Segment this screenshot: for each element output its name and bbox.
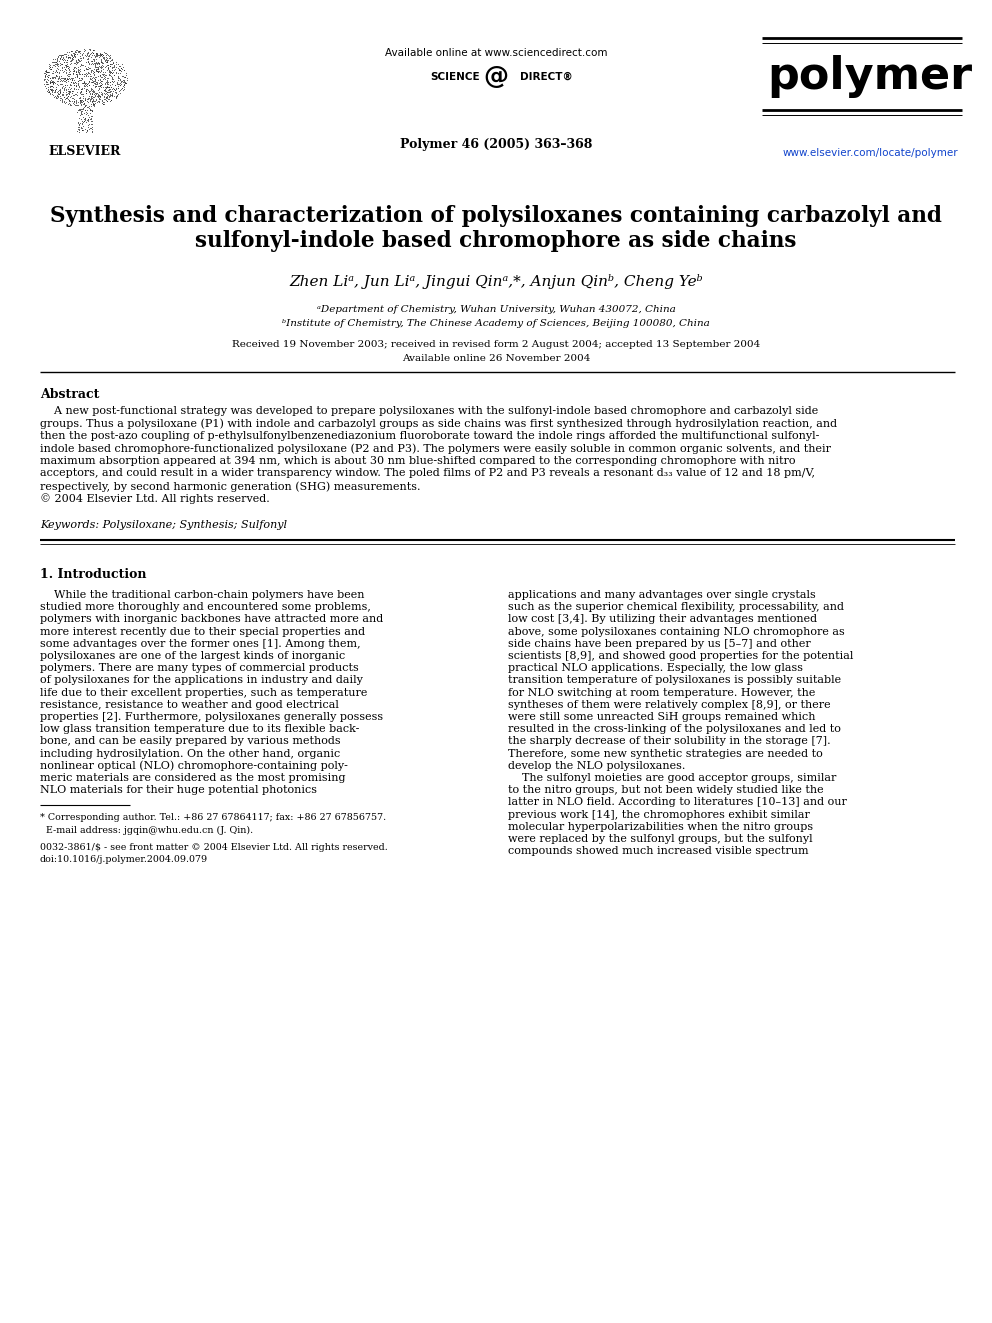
Text: SCIENCE: SCIENCE	[430, 71, 479, 82]
Text: life due to their excellent properties, such as temperature: life due to their excellent properties, …	[40, 688, 367, 697]
Text: Available online at www.sciencedirect.com: Available online at www.sciencedirect.co…	[385, 48, 607, 58]
Text: polymers. There are many types of commercial products: polymers. There are many types of commer…	[40, 663, 359, 673]
Text: studied more thoroughly and encountered some problems,: studied more thoroughly and encountered …	[40, 602, 371, 613]
Text: syntheses of them were relatively complex [8,9], or there: syntheses of them were relatively comple…	[508, 700, 830, 710]
Text: for NLO switching at room temperature. However, the: for NLO switching at room temperature. H…	[508, 688, 815, 697]
Text: resulted in the cross-linking of the polysiloxanes and led to: resulted in the cross-linking of the pol…	[508, 724, 841, 734]
Text: maximum absorption appeared at 394 nm, which is about 30 nm blue-shifted compare: maximum absorption appeared at 394 nm, w…	[40, 456, 796, 466]
Text: molecular hyperpolarizabilities when the nitro groups: molecular hyperpolarizabilities when the…	[508, 822, 813, 832]
Text: sulfonyl-indole based chromophore as side chains: sulfonyl-indole based chromophore as sid…	[195, 230, 797, 251]
Text: While the traditional carbon-chain polymers have been: While the traditional carbon-chain polym…	[40, 590, 364, 601]
Text: acceptors, and could result in a wider transparency window. The poled films of P: acceptors, and could result in a wider t…	[40, 468, 815, 479]
Text: nonlinear optical (NLO) chromophore-containing poly-: nonlinear optical (NLO) chromophore-cont…	[40, 761, 348, 771]
Text: doi:10.1016/j.polymer.2004.09.079: doi:10.1016/j.polymer.2004.09.079	[40, 856, 208, 864]
Text: more interest recently due to their special properties and: more interest recently due to their spec…	[40, 627, 365, 636]
Text: polymers with inorganic backbones have attracted more and: polymers with inorganic backbones have a…	[40, 614, 383, 624]
Text: Available online 26 November 2004: Available online 26 November 2004	[402, 355, 590, 363]
Text: applications and many advantages over single crystals: applications and many advantages over si…	[508, 590, 815, 601]
Text: Zhen Liᵃ, Jun Liᵃ, Jingui Qinᵃ,*, Anjun Qinᵇ, Cheng Yeᵇ: Zhen Liᵃ, Jun Liᵃ, Jingui Qinᵃ,*, Anjun …	[289, 274, 703, 288]
Text: such as the superior chemical flexibility, processability, and: such as the superior chemical flexibilit…	[508, 602, 844, 613]
Text: groups. Thus a polysiloxane (P1) with indole and carbazolyl groups as side chain: groups. Thus a polysiloxane (P1) with in…	[40, 418, 837, 429]
Text: 0032-3861/$ - see front matter © 2004 Elsevier Ltd. All rights reserved.: 0032-3861/$ - see front matter © 2004 El…	[40, 843, 388, 852]
Text: indole based chromophore-functionalized polysiloxane (P2 and P3). The polymers w: indole based chromophore-functionalized …	[40, 443, 831, 454]
Text: Keywords: Polysiloxane; Synthesis; Sulfonyl: Keywords: Polysiloxane; Synthesis; Sulfo…	[40, 520, 287, 531]
Text: compounds showed much increased visible spectrum: compounds showed much increased visible …	[508, 847, 808, 856]
Text: ᵇInstitute of Chemistry, The Chinese Academy of Sciences, Beijing 100080, China: ᵇInstitute of Chemistry, The Chinese Aca…	[282, 319, 710, 328]
Text: to the nitro groups, but not been widely studied like the: to the nitro groups, but not been widely…	[508, 785, 823, 795]
Text: ᵃDepartment of Chemistry, Wuhan University, Wuhan 430072, China: ᵃDepartment of Chemistry, Wuhan Universi…	[316, 306, 676, 314]
Bar	[38, 64, 133, 155]
Text: E-mail address: jgqin@whu.edu.cn (J. Qin).: E-mail address: jgqin@whu.edu.cn (J. Qin…	[40, 826, 253, 835]
Text: @: @	[483, 65, 509, 89]
Text: Synthesis and characterization of polysiloxanes containing carbazolyl and: Synthesis and characterization of polysi…	[50, 205, 942, 228]
Text: transition temperature of polysiloxanes is possibly suitable: transition temperature of polysiloxanes …	[508, 676, 841, 685]
Text: bone, and can be easily prepared by various methods: bone, and can be easily prepared by vari…	[40, 737, 340, 746]
Text: the sharply decrease of their solubility in the storage [7].: the sharply decrease of their solubility…	[508, 737, 830, 746]
Text: above, some polysiloxanes containing NLO chromophore as: above, some polysiloxanes containing NLO…	[508, 627, 845, 636]
Text: properties [2]. Furthermore, polysiloxanes generally possess: properties [2]. Furthermore, polysiloxan…	[40, 712, 383, 722]
Text: Received 19 November 2003; received in revised form 2 August 2004; accepted 13 S: Received 19 November 2003; received in r…	[232, 340, 760, 349]
Text: polysiloxanes are one of the largest kinds of inorganic: polysiloxanes are one of the largest kin…	[40, 651, 345, 662]
Text: including hydrosilylation. On the other hand, organic: including hydrosilylation. On the other …	[40, 749, 340, 758]
Text: Polymer 46 (2005) 363–368: Polymer 46 (2005) 363–368	[400, 138, 592, 151]
Text: scientists [8,9], and showed good properties for the potential: scientists [8,9], and showed good proper…	[508, 651, 853, 662]
Text: polymer: polymer	[768, 56, 972, 98]
Text: develop the NLO polysiloxanes.: develop the NLO polysiloxanes.	[508, 761, 685, 771]
Text: © 2004 Elsevier Ltd. All rights reserved.: © 2004 Elsevier Ltd. All rights reserved…	[40, 493, 270, 504]
Text: were replaced by the sulfonyl groups, but the sulfonyl: were replaced by the sulfonyl groups, bu…	[508, 833, 812, 844]
Text: 1. Introduction: 1. Introduction	[40, 568, 147, 581]
Text: DIRECT®: DIRECT®	[520, 71, 572, 82]
Text: practical NLO applications. Especially, the low glass: practical NLO applications. Especially, …	[508, 663, 803, 673]
Text: Therefore, some new synthetic strategies are needed to: Therefore, some new synthetic strategies…	[508, 749, 822, 758]
Text: some advantages over the former ones [1]. Among them,: some advantages over the former ones [1]…	[40, 639, 361, 648]
Text: Abstract: Abstract	[40, 388, 99, 401]
Text: NLO materials for their huge potential photonics: NLO materials for their huge potential p…	[40, 785, 317, 795]
Text: low glass transition temperature due to its flexible back-: low glass transition temperature due to …	[40, 724, 359, 734]
Text: of polysiloxanes for the applications in industry and daily: of polysiloxanes for the applications in…	[40, 676, 363, 685]
Text: were still some unreacted SiH groups remained which: were still some unreacted SiH groups rem…	[508, 712, 815, 722]
Text: ELSEVIER: ELSEVIER	[49, 146, 121, 157]
Text: respectively, by second harmonic generation (SHG) measurements.: respectively, by second harmonic generat…	[40, 482, 421, 492]
Text: The sulfonyl moieties are good acceptor groups, similar: The sulfonyl moieties are good acceptor …	[508, 773, 836, 783]
Text: latter in NLO field. According to literatures [10–13] and our: latter in NLO field. According to litera…	[508, 798, 847, 807]
Text: meric materials are considered as the most promising: meric materials are considered as the mo…	[40, 773, 345, 783]
Text: * Corresponding author. Tel.: +86 27 67864117; fax: +86 27 67856757.: * Corresponding author. Tel.: +86 27 678…	[40, 814, 386, 823]
Text: resistance, resistance to weather and good electrical: resistance, resistance to weather and go…	[40, 700, 339, 710]
Text: side chains have been prepared by us [5–7] and other: side chains have been prepared by us [5–…	[508, 639, 810, 648]
Text: www.elsevier.com/locate/polymer: www.elsevier.com/locate/polymer	[782, 148, 958, 157]
Text: A new post-functional strategy was developed to prepare polysiloxanes with the s: A new post-functional strategy was devel…	[40, 406, 818, 415]
Text: then the post-azo coupling of p-ethylsulfonylbenzenediazonium fluoroborate towar: then the post-azo coupling of p-ethylsul…	[40, 431, 819, 441]
Text: previous work [14], the chromophores exhibit similar: previous work [14], the chromophores exh…	[508, 810, 809, 820]
Text: low cost [3,4]. By utilizing their advantages mentioned: low cost [3,4]. By utilizing their advan…	[508, 614, 817, 624]
